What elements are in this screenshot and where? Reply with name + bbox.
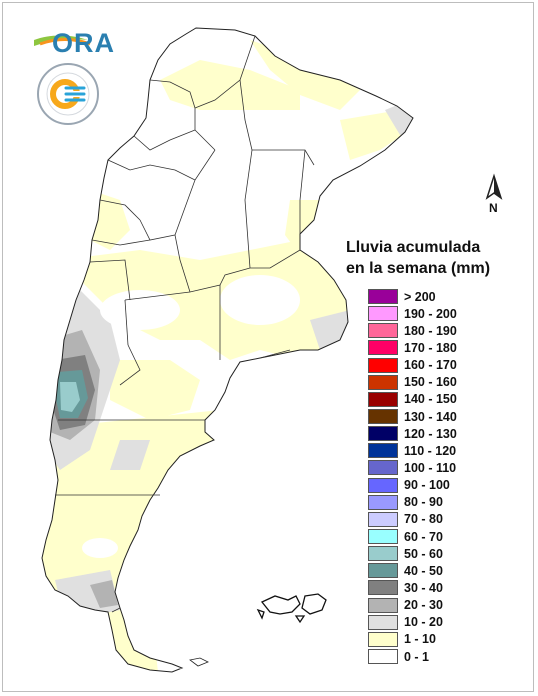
legend-swatch [368,511,398,527]
legend-item: 80 - 90 [368,494,508,511]
legend-label: 20 - 30 [404,598,443,613]
legend-item: 190 - 200 [368,305,508,322]
legend-swatch [368,323,398,339]
legend-label: 40 - 50 [404,563,443,578]
legend-title: Lluvia acumulada en la semana (mm) [346,237,490,279]
legend-swatch [368,631,398,647]
legend-item: 90 - 100 [368,477,508,494]
malvinas-islands [256,593,327,624]
legend-item: 150 - 160 [368,374,508,391]
tierra-del-fuego-islands [189,657,209,667]
legend-label: 110 - 120 [404,443,457,458]
legend-label: 130 - 140 [404,409,457,424]
ora-wordmark: ORA [52,28,115,58]
north-arrow [485,173,503,200]
legend-label: 160 - 170 [404,358,457,373]
legend-item: 160 - 170 [368,357,508,374]
legend-swatch [368,426,398,442]
smn-seal [37,63,99,125]
legend-swatch [368,391,398,407]
legend-label: 180 - 190 [404,323,457,338]
legend-label: > 200 [404,289,436,304]
legend-label: 150 - 160 [404,375,457,390]
ora-logo [34,35,91,46]
legend-swatch [368,460,398,476]
legend-item: 120 - 130 [368,425,508,442]
legend-label: 120 - 130 [404,426,457,441]
legend-label: 190 - 200 [404,306,457,321]
legend-swatch [368,477,398,493]
legend-swatch [368,409,398,425]
legend-swatch [368,563,398,579]
legend-item: > 200 [368,288,508,305]
legend-swatch [368,614,398,630]
rainfall-legend: > 200 190 - 200 180 - 190 170 - 180 160 - 17… [368,288,508,665]
legend-item: 20 - 30 [368,597,508,614]
legend-label: 170 - 180 [404,340,457,355]
legend-item: 140 - 150 [368,391,508,408]
country-outline [41,27,414,673]
legend-swatch [368,597,398,613]
legend-label: 60 - 70 [404,529,443,544]
legend-item: 110 - 120 [368,442,508,459]
legend-label: 70 - 80 [404,512,443,527]
legend-item: 170 - 180 [368,339,508,356]
legend-label: 30 - 40 [404,580,443,595]
legend-swatch [368,357,398,373]
legend-item: 0 - 1 [368,648,508,665]
legend-label: 50 - 60 [404,546,443,561]
legend-swatch [368,649,398,665]
legend-item: 130 - 140 [368,408,508,425]
legend-swatch [368,289,398,305]
legend-item: 70 - 80 [368,511,508,528]
north-arrow-label: N [489,201,498,215]
legend-label: 140 - 150 [404,392,457,407]
legend-swatch [368,580,398,596]
legend-swatch [368,546,398,562]
legend-swatch [368,529,398,545]
legend-label: 90 - 100 [404,478,450,493]
province-boundaries [55,35,315,613]
legend-item: 50 - 60 [368,545,508,562]
legend-swatch [368,306,398,322]
rain-fields [42,28,413,672]
legend-swatch [368,494,398,510]
legend-item: 10 - 20 [368,614,508,631]
legend-title-line-1: Lluvia acumulada [346,239,481,256]
legend-label: 0 - 1 [404,649,430,664]
legend-item: 180 - 190 [368,322,508,339]
legend-item: 30 - 40 [368,579,508,596]
legend-swatch [368,443,398,459]
legend-item: 100 - 110 [368,459,508,476]
legend-swatch [368,374,398,390]
legend-label: 100 - 110 [404,460,457,475]
legend-item: 1 - 10 [368,631,508,648]
legend-item: 40 - 50 [368,562,508,579]
legend-label: 1 - 10 [404,632,436,647]
legend-label: 10 - 20 [404,615,443,630]
legend-label: 80 - 90 [404,495,443,510]
legend-swatch [368,340,398,356]
legend-title-line-2: en la semana (mm) [346,260,491,277]
legend-item: 60 - 70 [368,528,508,545]
